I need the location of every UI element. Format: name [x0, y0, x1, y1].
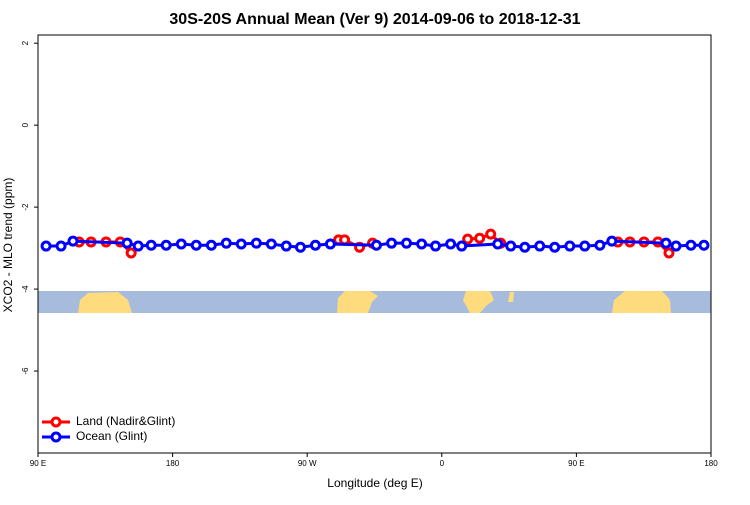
data-point: [175, 238, 187, 250]
x-axis-label: Longitude (deg E): [327, 476, 422, 490]
data-point: [121, 237, 133, 249]
data-point: [401, 237, 413, 249]
data-point: [294, 241, 306, 253]
data-point: [280, 240, 292, 252]
legend-label: Land (Nadir&Glint): [76, 414, 175, 428]
y-tick-label: 0: [21, 122, 30, 127]
data-point: [456, 240, 468, 252]
y-tick-label: -6: [21, 367, 30, 375]
data-point: [660, 237, 672, 249]
data-point: [250, 237, 262, 249]
x-tick-label: 90 W: [298, 459, 317, 468]
data-point: [67, 235, 79, 247]
data-point: [386, 237, 398, 249]
data-point: [606, 235, 618, 247]
data-point: [125, 247, 137, 259]
y-tick-label: -4: [21, 285, 30, 293]
map-strip: [38, 291, 711, 313]
data-point: [190, 239, 202, 251]
data-point: [145, 239, 157, 251]
data-point: [505, 240, 517, 252]
data-point: [534, 240, 546, 252]
data-point: [309, 239, 321, 251]
land-shape: [508, 292, 514, 302]
data-point: [519, 241, 531, 253]
x-tick-label: 90 E: [30, 459, 46, 468]
data-point: [445, 238, 457, 250]
data-point: [462, 233, 474, 245]
data-point: [594, 239, 606, 251]
land-shape: [337, 291, 378, 313]
data-point: [370, 239, 382, 251]
x-tick-label: 180: [704, 459, 718, 468]
data-point: [416, 238, 428, 250]
data-point: [564, 240, 576, 252]
data-point: [235, 238, 247, 250]
data-point: [492, 238, 504, 250]
x-tick-label: 180: [166, 459, 180, 468]
data-point: [485, 228, 497, 240]
data-point: [55, 240, 67, 252]
data-point: [40, 240, 52, 252]
data-point: [160, 239, 172, 251]
data-point: [132, 240, 144, 252]
data-point: [549, 241, 561, 253]
x-tick-label: 0: [440, 459, 445, 468]
plot-frame: [37, 34, 712, 454]
data-point: [430, 240, 442, 252]
data-point: [663, 247, 675, 259]
land-shape: [612, 291, 671, 313]
legend-label: Ocean (Glint): [76, 429, 147, 443]
data-point: [698, 239, 710, 251]
data-point: [685, 239, 697, 251]
data-point: [579, 240, 591, 252]
data-point: [474, 232, 486, 244]
data-point: [339, 234, 351, 246]
data-point: [265, 238, 277, 250]
ocean-strip: [38, 291, 711, 313]
y-tick-label: -2: [21, 203, 30, 211]
land-shape: [463, 291, 494, 313]
data-point: [324, 238, 336, 250]
chart-title: 30S-20S Annual Mean (Ver 9) 2014-09-06 t…: [169, 11, 580, 28]
y-axis-label: XCO2 - MLO trend (ppm): [1, 178, 15, 313]
y-tick-label: 2: [21, 40, 30, 45]
land-shape: [78, 292, 132, 313]
data-point: [670, 240, 682, 252]
x-tick-label: 90 E: [568, 459, 584, 468]
data-point: [205, 239, 217, 251]
data-point: [220, 237, 232, 249]
legend-marker: [50, 416, 62, 428]
legend-marker: [50, 431, 62, 443]
